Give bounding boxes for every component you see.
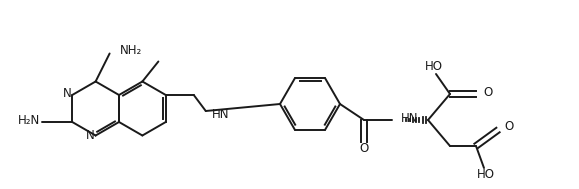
Text: NH₂: NH₂ bbox=[120, 44, 142, 57]
Text: H₂N: H₂N bbox=[18, 115, 40, 128]
Text: HO: HO bbox=[425, 60, 443, 74]
Text: N: N bbox=[63, 88, 72, 101]
Text: N: N bbox=[86, 129, 95, 142]
Text: HN: HN bbox=[401, 112, 419, 125]
Text: O: O bbox=[504, 119, 513, 132]
Text: O: O bbox=[483, 87, 492, 99]
Text: HN: HN bbox=[212, 108, 229, 122]
Text: HO: HO bbox=[477, 169, 495, 181]
Text: O: O bbox=[360, 143, 369, 156]
